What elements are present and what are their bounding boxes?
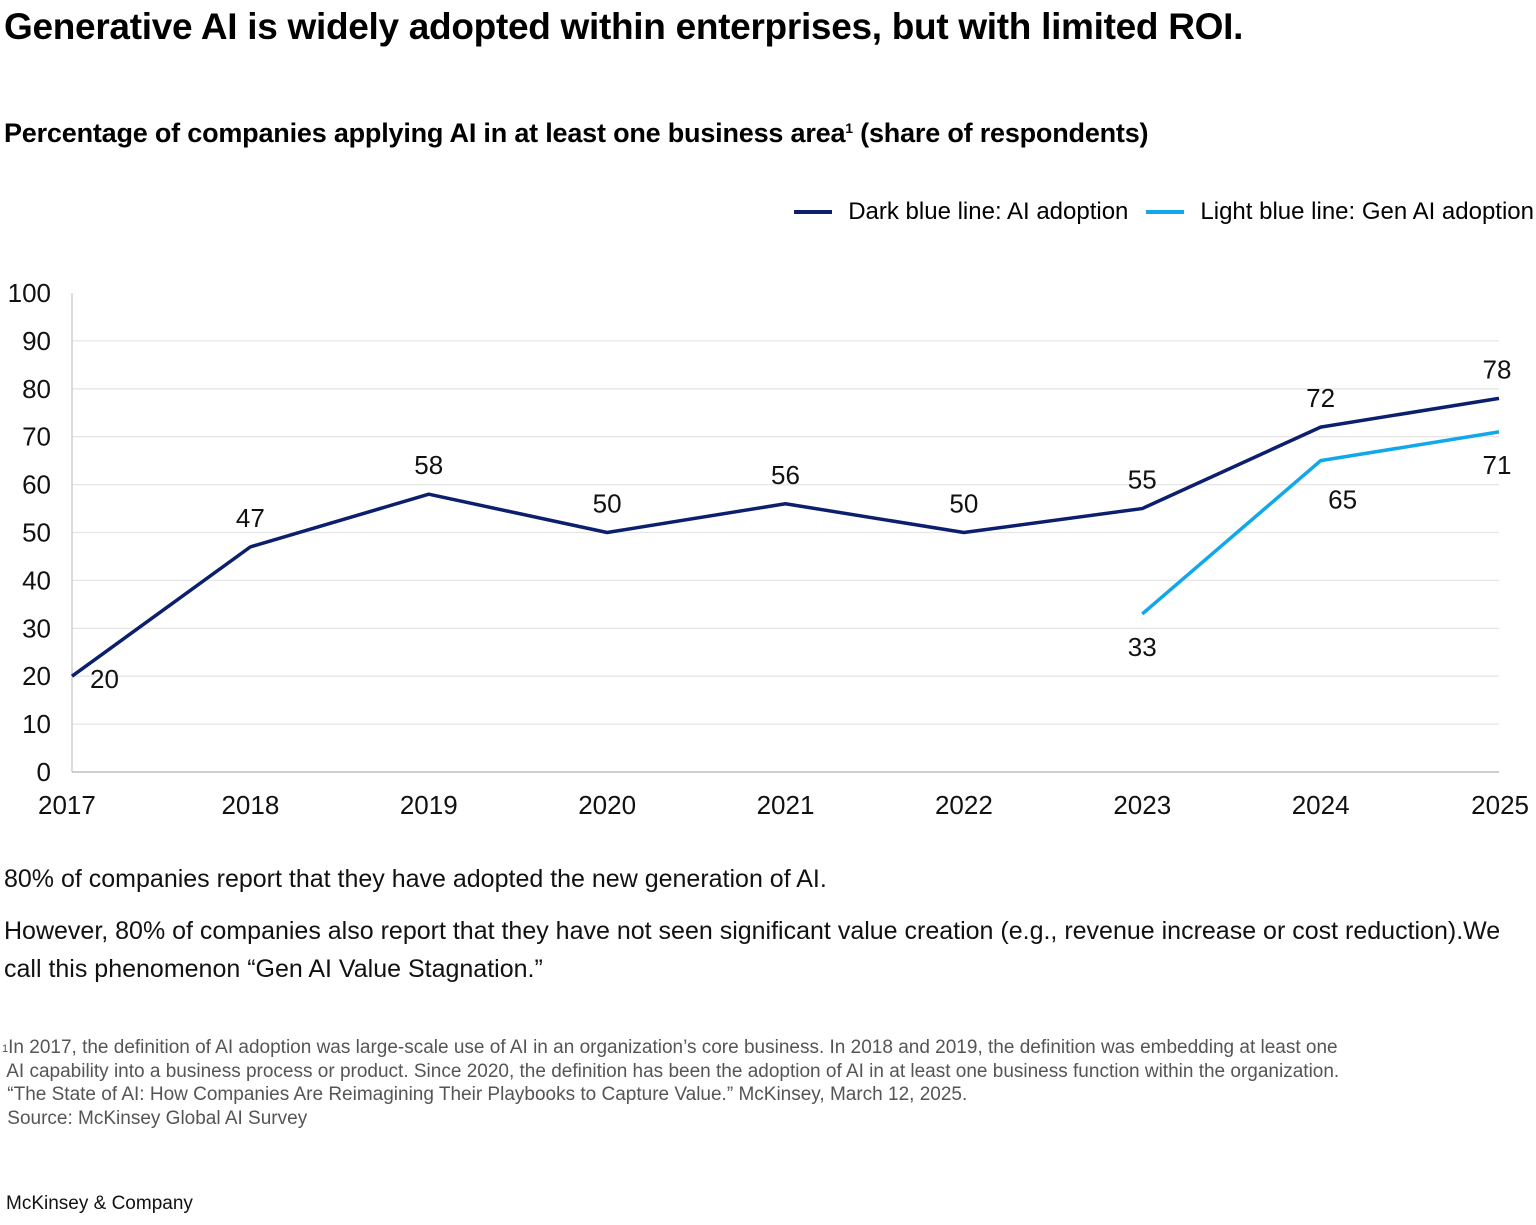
data-label: 78 [1483,354,1512,384]
footnote-line-2: AI capability into a business process or… [2,1060,1340,1082]
x-tick-label: 2025 [1471,790,1529,820]
data-labels: 20 47 58 50 56 50 55 72 78 33 65 71 [90,354,1511,694]
x-tick-label: 2017 [38,790,96,820]
y-tick-label: 100 [8,278,51,308]
gridlines [72,340,1499,725]
legend-label: Dark blue line: AI adoption [848,198,1129,225]
y-tick-label: 0 [37,757,51,787]
footnote-line-1: In 2017, the definition of AI adoption w… [8,1037,1338,1058]
page-title: Generative AI is widely adopted within e… [4,6,1244,47]
data-label: 58 [414,450,443,480]
y-tick-label: 60 [22,470,51,500]
y-axis-ticks: 0 10 20 30 40 50 60 70 80 90 100 [8,278,51,787]
x-tick-label: 2023 [1113,790,1171,820]
data-label: 72 [1306,383,1335,413]
x-tick-label: 2019 [400,790,458,820]
body-paragraph-2: However, 80% of companies also report th… [4,917,1501,983]
data-label: 50 [949,489,978,519]
legend-item-gen-ai-adoption: Light blue line: Gen AI adoption [1146,198,1534,226]
x-tick-label: 2021 [757,790,815,820]
x-tick-label: 2020 [578,790,636,820]
y-tick-label: 50 [22,518,51,548]
legend-swatch-light-blue [1146,210,1185,214]
subtitle-suffix: (share of respondents) [852,118,1149,148]
brand-logo-text: McKinsey & Company [6,1193,193,1214]
data-label: 20 [90,664,119,694]
legend-swatch-dark-blue [794,210,833,214]
legend-item-ai-adoption: Dark blue line: AI adoption [794,198,1128,226]
x-tick-label: 2022 [935,790,993,820]
subtitle-text: Percentage of companies applying AI in a… [4,118,846,148]
y-tick-label: 40 [22,565,51,595]
data-label: 55 [1128,465,1157,495]
footnote-citation: “The State of AI: How Companies Are Reim… [2,1084,968,1105]
ai-adoption-line [70,396,1500,678]
body-paragraph-1: 80% of companies report that they have a… [4,865,827,893]
gen-ai-adoption-line [1141,430,1500,616]
footnote-mark: 1 [2,1043,9,1055]
footnote-source: Source: McKinsey Global AI Survey [2,1107,308,1129]
chart-legend: Dark blue line: AI adoption Light blue l… [776,198,1534,226]
x-axis-ticks: 2017 2018 2019 2020 2021 2022 2023 2024 2025 [38,790,1529,820]
y-tick-label: 10 [22,709,51,739]
x-tick-label: 2024 [1292,790,1350,820]
footnotes: 1In 2017, the definition of AI adoption … [2,1036,1339,1130]
data-label: 33 [1128,632,1157,662]
data-label: 71 [1483,450,1512,480]
data-label: 50 [593,489,622,519]
y-tick-label: 30 [22,613,51,643]
y-tick-label: 20 [22,661,51,691]
data-label: 47 [236,503,265,533]
footnote-mark: 1 [845,120,853,136]
y-tick-label: 70 [22,422,51,452]
y-tick-label: 80 [22,374,51,404]
data-label: 56 [771,460,800,490]
legend-label: Light blue line: Gen AI adoption [1200,198,1534,225]
data-label: 65 [1328,485,1357,515]
chart-subtitle: Percentage of companies applying AI in a… [4,118,1149,149]
y-tick-label: 90 [22,326,51,356]
x-tick-label: 2018 [221,790,279,820]
series-lines [70,396,1500,678]
